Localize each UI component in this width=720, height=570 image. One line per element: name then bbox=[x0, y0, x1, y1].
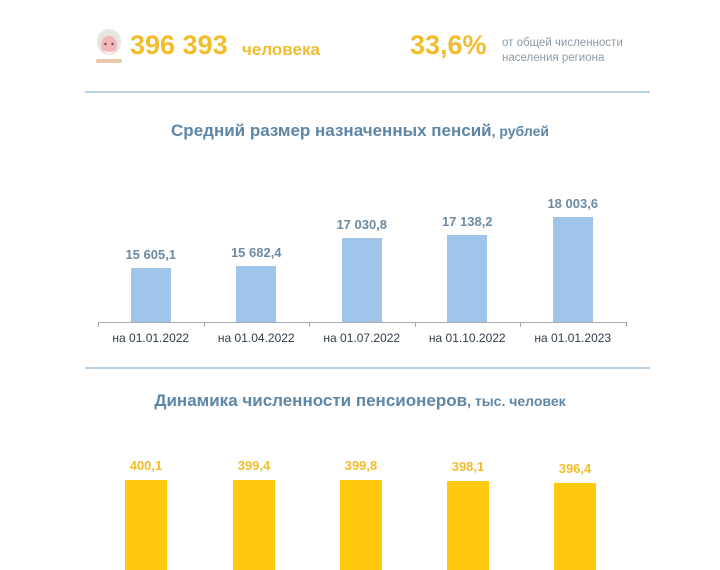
data-label: 399,8 bbox=[344, 458, 378, 474]
data-label: 18 003,6 bbox=[547, 196, 599, 211]
data-label: 15 605,1 bbox=[125, 246, 177, 262]
bar bbox=[447, 235, 488, 322]
chart1-title-unit: , рублей bbox=[491, 123, 549, 139]
bar bbox=[236, 266, 277, 322]
data-label: 17 138,2 bbox=[441, 214, 493, 230]
x-tick-label: на 01.01.2023 bbox=[534, 331, 612, 345]
share-note-line1: от общей численности bbox=[502, 37, 623, 49]
bar bbox=[341, 237, 382, 322]
data-label: 400,1 bbox=[129, 458, 163, 473]
pensioners-count: 396 393 bbox=[130, 30, 228, 60]
bar bbox=[125, 480, 167, 570]
share-note: от общей численности населения региона bbox=[502, 36, 623, 66]
bar bbox=[554, 482, 596, 570]
chart2-title-text: Динамика численности пенсионеров bbox=[154, 391, 468, 410]
chart1-title: Средний размер назначенных пенсий, рубле… bbox=[0, 121, 720, 141]
x-axis-tick bbox=[414, 322, 416, 327]
x-tick-label: на 01.07.2022 bbox=[323, 331, 401, 345]
x-tick-label: на 01.01.2022 bbox=[112, 331, 190, 345]
bar bbox=[130, 267, 171, 322]
divider bbox=[85, 367, 650, 369]
data-label: 399,4 bbox=[237, 458, 271, 474]
x-axis bbox=[98, 322, 626, 323]
x-tick-label: на 01.10.2022 bbox=[428, 331, 506, 345]
data-label: 15 682,4 bbox=[230, 245, 282, 261]
bar bbox=[233, 480, 275, 570]
data-label: 396,4 bbox=[558, 460, 592, 476]
chart1-title-text: Средний размер назначенных пенсий bbox=[171, 121, 492, 140]
bar bbox=[447, 481, 489, 570]
x-axis-tick bbox=[520, 322, 521, 327]
divider bbox=[85, 91, 650, 93]
data-label: 398,1 bbox=[451, 459, 485, 475]
share-note-line2: населения региона bbox=[502, 52, 605, 64]
data-label: 17 030,8 bbox=[336, 216, 388, 232]
x-axis-tick bbox=[625, 322, 627, 327]
chart2-title: Динамика численности пенсионеров, тыс. ч… bbox=[0, 391, 720, 411]
x-axis-tick bbox=[203, 322, 205, 327]
pensioners-unit: человека bbox=[242, 40, 320, 59]
x-axis-tick bbox=[309, 322, 310, 327]
bar bbox=[340, 480, 382, 570]
elderly-person-icon bbox=[92, 28, 126, 64]
x-tick-label: на 01.04.2022 bbox=[217, 331, 295, 345]
share-percent: 33,6% bbox=[410, 30, 487, 60]
bar bbox=[552, 217, 593, 322]
chart2-title-unit: , тыс. человек bbox=[467, 393, 566, 409]
x-axis-tick bbox=[98, 322, 99, 327]
